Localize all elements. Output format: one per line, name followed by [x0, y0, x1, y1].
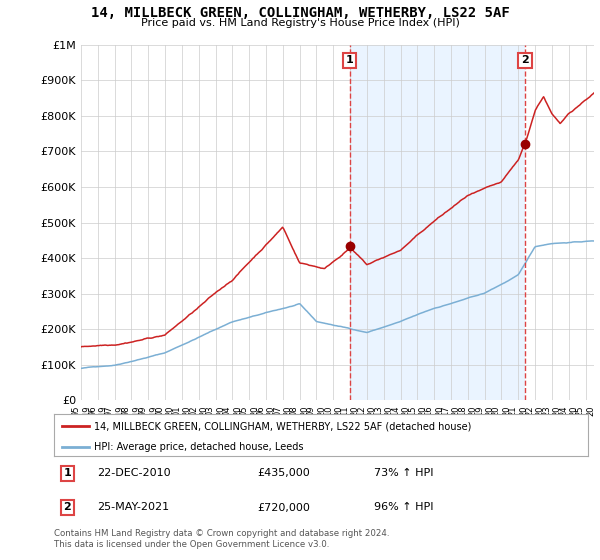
Text: 22-DEC-2010: 22-DEC-2010: [97, 468, 170, 478]
Text: Price paid vs. HM Land Registry's House Price Index (HPI): Price paid vs. HM Land Registry's House …: [140, 18, 460, 29]
Text: 96% ↑ HPI: 96% ↑ HPI: [374, 502, 434, 512]
Text: £720,000: £720,000: [257, 502, 310, 512]
Text: 14, MILLBECK GREEN, COLLINGHAM, WETHERBY, LS22 5AF: 14, MILLBECK GREEN, COLLINGHAM, WETHERBY…: [91, 6, 509, 20]
Text: 73% ↑ HPI: 73% ↑ HPI: [374, 468, 434, 478]
Text: 2: 2: [521, 55, 529, 66]
Text: 2: 2: [64, 502, 71, 512]
Text: £435,000: £435,000: [257, 468, 310, 478]
Text: 1: 1: [64, 468, 71, 478]
Text: Contains HM Land Registry data © Crown copyright and database right 2024.
This d: Contains HM Land Registry data © Crown c…: [54, 529, 389, 549]
Bar: [350, 45, 525, 400]
Text: HPI: Average price, detached house, Leeds: HPI: Average price, detached house, Leed…: [94, 442, 304, 452]
Text: 1: 1: [346, 55, 353, 66]
Text: 14, MILLBECK GREEN, COLLINGHAM, WETHERBY, LS22 5AF (detached house): 14, MILLBECK GREEN, COLLINGHAM, WETHERBY…: [94, 421, 472, 431]
Text: 25-MAY-2021: 25-MAY-2021: [97, 502, 169, 512]
